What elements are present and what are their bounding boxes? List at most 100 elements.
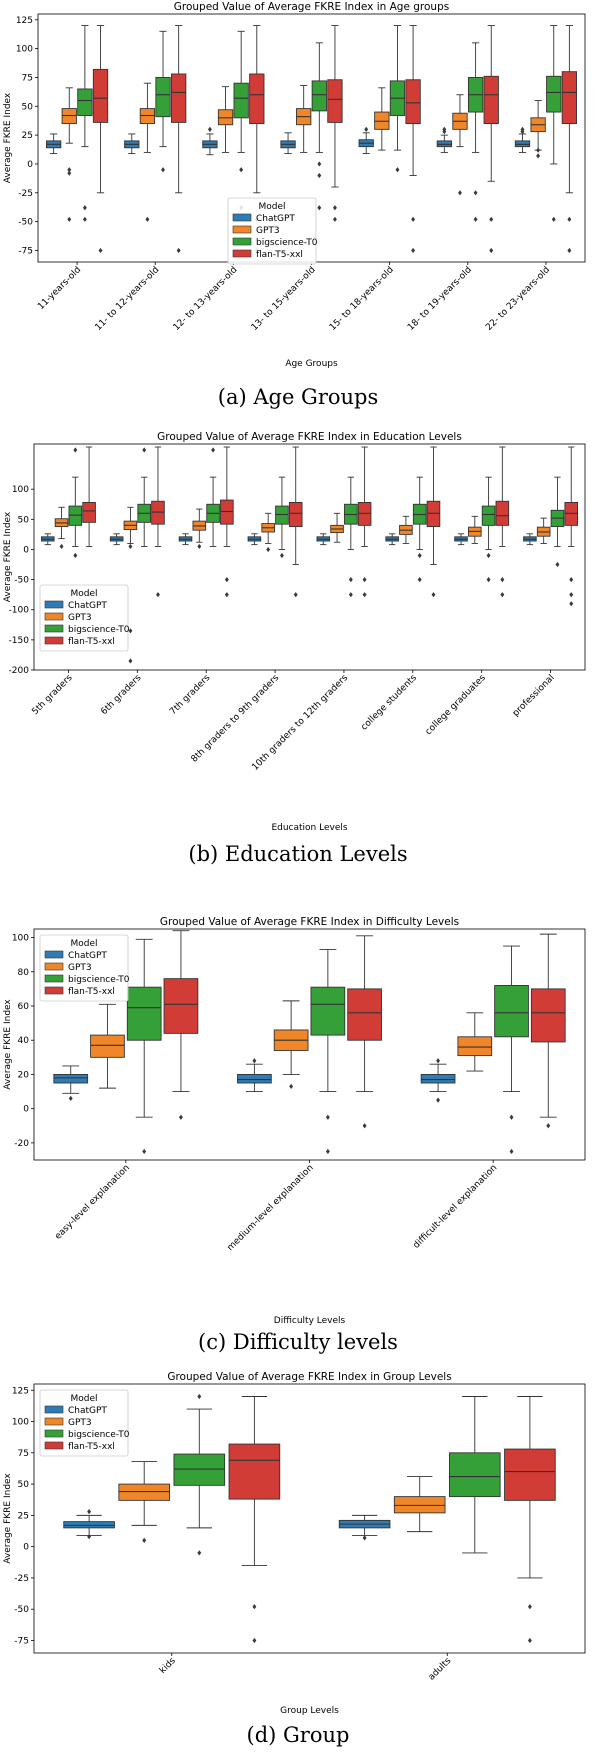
- box-iqr: [68, 505, 83, 526]
- outlier-point: [82, 216, 87, 222]
- y-tick-label: 100: [12, 934, 29, 944]
- y-tick-label: 50: [18, 1480, 30, 1490]
- legend-swatch: [44, 1405, 64, 1414]
- outlier-point: [500, 577, 505, 583]
- y-tick-label: 40: [18, 1036, 30, 1046]
- chart-age-groups: Grouped Value of Average FKRE Index in A…: [3, 1, 586, 369]
- box-bigscience-t0: [412, 476, 427, 583]
- box-iqr: [483, 75, 499, 125]
- outlier-point: [527, 1604, 532, 1610]
- box-iqr: [357, 502, 372, 526]
- outlier-point: [128, 628, 133, 634]
- outlier-point: [362, 577, 367, 583]
- y-tick-label: 125: [12, 1386, 29, 1396]
- outlier-point: [411, 216, 416, 222]
- x-tick-label: 15- to 18-years-old: [328, 265, 396, 333]
- legend-label: bigscience-T0: [68, 1430, 130, 1440]
- box-iqr: [564, 502, 579, 526]
- box-flan-t5-xxl: [530, 933, 566, 1129]
- box-iqr: [374, 111, 390, 130]
- legend-swatch: [44, 1441, 64, 1450]
- y-tick-label: 75: [18, 1449, 29, 1459]
- y-tick-label: 80: [18, 968, 30, 978]
- outlier-point: [293, 592, 298, 598]
- outlier-point: [417, 552, 422, 559]
- y-tick-label: 25: [18, 1511, 29, 1521]
- chart-difficulty-levels: Grouped Value of Average FKRE Index in D…: [3, 916, 586, 1326]
- box-iqr: [504, 1448, 556, 1501]
- x-tick-label: college students: [359, 673, 419, 733]
- box-bigscience-t0: [137, 447, 151, 547]
- legend-title: Model: [258, 202, 285, 212]
- box-iqr: [436, 140, 452, 148]
- outlier-point: [536, 147, 541, 153]
- outlier-point: [289, 1083, 294, 1090]
- box-iqr: [546, 75, 562, 113]
- box-flan-t5-xxl: [561, 25, 578, 254]
- outlier-point: [569, 577, 574, 583]
- box-iqr: [77, 88, 93, 116]
- chart-title: Grouped Value of Average FKRE Index in A…: [174, 1, 449, 13]
- legend-title: Model: [70, 589, 97, 599]
- box-bigscience-t0: [206, 447, 220, 547]
- box-bigscience-t0: [481, 476, 496, 583]
- legend-title: Model: [70, 939, 97, 949]
- box-bigscience-t0: [310, 949, 346, 1155]
- y-axis-label: Average FKRE Index: [3, 92, 13, 183]
- box-iqr: [118, 1483, 170, 1501]
- outlier-point: [239, 167, 244, 173]
- box-iqr: [126, 986, 162, 1041]
- legend-label: bigscience-T0: [68, 625, 130, 635]
- legend: Model ChatGPT GPT3 bigscience-T0 flan-T5-xxl: [39, 584, 130, 652]
- legend-swatch: [44, 624, 64, 633]
- box-iqr: [405, 79, 421, 125]
- box-iqr: [171, 73, 187, 123]
- x-tick-label: 13- to 15-years-old: [250, 265, 318, 333]
- legend-label: flan-T5-xxl: [256, 250, 303, 260]
- legend-swatch: [44, 636, 64, 645]
- box-iqr: [393, 1496, 446, 1514]
- outlier-point: [325, 1114, 330, 1120]
- legend-label: ChatGPT: [68, 951, 107, 961]
- x-tick-label: professional: [511, 673, 557, 719]
- box-flan-t5-xxl: [426, 446, 441, 598]
- box-gpt3: [54, 506, 69, 550]
- y-tick-label: 75: [22, 73, 33, 83]
- outlier-point: [176, 247, 181, 254]
- legend-swatch: [44, 612, 64, 621]
- box-bigscience-t0: [550, 476, 565, 568]
- x-tick-label: 22- to 23-years-old: [484, 265, 552, 333]
- box-iqr: [237, 1073, 272, 1084]
- box-gpt3: [530, 100, 546, 159]
- box-gpt3: [452, 94, 468, 196]
- y-tick-label: -25: [14, 1574, 29, 1584]
- box-iqr: [449, 1452, 501, 1498]
- legend-swatch: [44, 950, 64, 959]
- outlier-point: [73, 552, 78, 559]
- box-gpt3: [536, 517, 551, 544]
- box-flan-t5-xxl: [357, 446, 372, 598]
- box-bigscience-t0: [546, 25, 562, 222]
- box-iqr: [288, 502, 303, 528]
- x-tick-label: medium-level explanation: [226, 1163, 316, 1253]
- caption-age-groups: (a) Age Groups: [217, 385, 379, 409]
- box-bigscience-t0: [68, 447, 83, 559]
- outlier-point: [431, 592, 436, 598]
- box-iqr: [61, 108, 77, 125]
- outlier-point: [362, 592, 367, 598]
- box-iqr: [139, 108, 156, 125]
- legend-label: GPT3: [68, 963, 92, 973]
- box-chatgpt: [338, 1514, 391, 1541]
- plot-frame: [33, 443, 586, 671]
- box-flan-t5-xxl: [151, 446, 165, 598]
- box-iqr: [63, 1521, 115, 1529]
- y-tick-label: -100: [9, 606, 30, 616]
- box-bigscience-t0: [275, 476, 289, 559]
- box-chatgpt: [178, 533, 193, 546]
- chart-panel-education-levels: Grouped Value of Average FKRE Index in E…: [0, 430, 596, 875]
- box-iqr: [53, 1073, 89, 1084]
- box-flan-t5-xxl: [504, 1396, 556, 1644]
- y-tick-label: 50: [18, 515, 30, 525]
- legend-swatch: [44, 962, 64, 971]
- x-axis-label: Group Levels: [280, 1706, 339, 1716]
